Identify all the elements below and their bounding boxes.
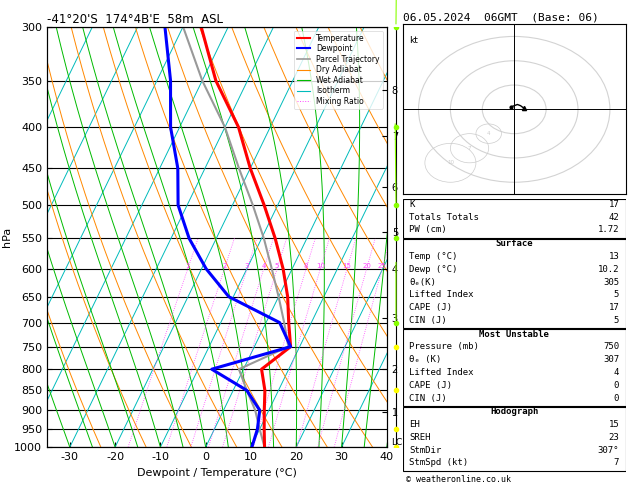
Text: SREH: SREH — [409, 433, 431, 442]
Text: Temp (°C): Temp (°C) — [409, 252, 458, 261]
Text: 17: 17 — [608, 303, 619, 312]
Text: 5: 5 — [614, 316, 619, 325]
Text: CAPE (J): CAPE (J) — [409, 381, 452, 390]
Y-axis label: hPa: hPa — [1, 227, 11, 247]
Text: 10: 10 — [447, 160, 454, 165]
Text: θₑ (K): θₑ (K) — [409, 355, 442, 364]
Text: -41°20'S  174°4B'E  58m  ASL: -41°20'S 174°4B'E 58m ASL — [47, 13, 223, 26]
Text: CAPE (J): CAPE (J) — [409, 303, 452, 312]
Y-axis label: km
ASL: km ASL — [414, 226, 432, 248]
Text: 2: 2 — [222, 263, 226, 269]
Text: Dewp (°C): Dewp (°C) — [409, 265, 458, 274]
Text: 307°: 307° — [598, 446, 619, 454]
Text: 3: 3 — [245, 263, 249, 269]
Text: 15: 15 — [343, 263, 352, 269]
Text: K: K — [409, 200, 415, 209]
Text: 42: 42 — [608, 213, 619, 222]
Text: 13: 13 — [608, 252, 619, 261]
X-axis label: Dewpoint / Temperature (°C): Dewpoint / Temperature (°C) — [137, 468, 297, 478]
Text: Pressure (mb): Pressure (mb) — [409, 343, 479, 351]
Text: Lifted Index: Lifted Index — [409, 368, 474, 377]
Text: Hodograph: Hodograph — [490, 407, 538, 417]
Text: 7: 7 — [468, 146, 471, 151]
Text: CIN (J): CIN (J) — [409, 394, 447, 402]
Text: 307: 307 — [603, 355, 619, 364]
Text: LCL: LCL — [391, 438, 407, 448]
Text: PW (cm): PW (cm) — [409, 226, 447, 234]
Legend: Temperature, Dewpoint, Parcel Trajectory, Dry Adiabat, Wet Adiabat, Isotherm, Mi: Temperature, Dewpoint, Parcel Trajectory… — [294, 31, 383, 109]
Text: Surface: Surface — [496, 240, 533, 248]
Text: 4: 4 — [487, 131, 491, 136]
Text: 20: 20 — [362, 263, 371, 269]
Bar — [403, 239, 626, 328]
Text: Most Unstable: Most Unstable — [479, 330, 549, 339]
Text: 10.2: 10.2 — [598, 265, 619, 274]
Text: 1: 1 — [186, 263, 190, 269]
Text: Lifted Index: Lifted Index — [409, 290, 474, 299]
Text: © weatheronline.co.uk: © weatheronline.co.uk — [406, 474, 511, 484]
Text: θₑ(K): θₑ(K) — [409, 278, 436, 287]
Bar — [403, 199, 626, 238]
Text: 23: 23 — [608, 433, 619, 442]
Text: 06.05.2024  06GMT  (Base: 06): 06.05.2024 06GMT (Base: 06) — [403, 12, 598, 22]
Text: 4: 4 — [262, 263, 266, 269]
Text: 750: 750 — [603, 343, 619, 351]
Bar — [403, 329, 626, 406]
Text: 0: 0 — [614, 394, 619, 402]
Text: StmSpd (kt): StmSpd (kt) — [409, 458, 469, 468]
Text: 1.72: 1.72 — [598, 226, 619, 234]
Bar — [403, 407, 626, 470]
Text: kt: kt — [409, 36, 418, 46]
Text: 8: 8 — [304, 263, 308, 269]
Text: EH: EH — [409, 420, 420, 429]
Text: Totals Totals: Totals Totals — [409, 213, 479, 222]
Text: 17: 17 — [608, 200, 619, 209]
Text: 305: 305 — [603, 278, 619, 287]
Text: CIN (J): CIN (J) — [409, 316, 447, 325]
Text: 10: 10 — [316, 263, 325, 269]
Text: 5: 5 — [275, 263, 279, 269]
Text: 25: 25 — [378, 263, 386, 269]
Text: 0: 0 — [614, 381, 619, 390]
Text: StmDir: StmDir — [409, 446, 442, 454]
Text: 5: 5 — [614, 290, 619, 299]
Text: 4: 4 — [614, 368, 619, 377]
Text: 7: 7 — [614, 458, 619, 468]
Text: 15: 15 — [608, 420, 619, 429]
